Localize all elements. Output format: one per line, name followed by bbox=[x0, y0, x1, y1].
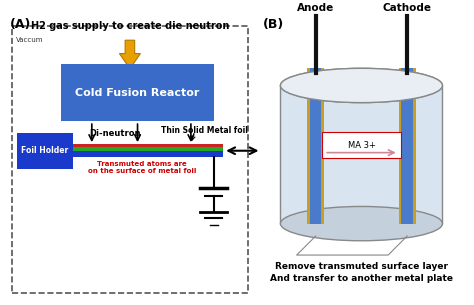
Bar bbox=[401, 68, 413, 224]
Text: Transmuted atoms are
on the surface of metal foil: Transmuted atoms are on the surface of m… bbox=[88, 161, 197, 174]
Bar bbox=[18, 133, 73, 169]
Bar bbox=[61, 146, 223, 151]
Bar bbox=[310, 68, 321, 224]
Text: And transfer to another metal plate: And transfer to another metal plate bbox=[270, 274, 453, 283]
Ellipse shape bbox=[281, 68, 442, 102]
Bar bbox=[61, 144, 223, 157]
Text: Cathode: Cathode bbox=[383, 3, 432, 13]
Bar bbox=[399, 68, 416, 224]
Bar bbox=[281, 85, 442, 224]
Text: Anode: Anode bbox=[297, 3, 334, 13]
Text: Thin Solid Metal foil: Thin Solid Metal foil bbox=[161, 126, 248, 135]
Text: (B): (B) bbox=[263, 18, 284, 31]
Text: MA 3+: MA 3+ bbox=[347, 141, 375, 149]
FancyBboxPatch shape bbox=[322, 132, 401, 158]
Text: Foil Holder: Foil Holder bbox=[21, 146, 69, 155]
Text: Di-neutron: Di-neutron bbox=[89, 129, 140, 138]
Text: Remove transmuted surface layer: Remove transmuted surface layer bbox=[275, 262, 448, 271]
Bar bbox=[12, 26, 248, 293]
Bar bbox=[61, 64, 214, 121]
Bar bbox=[61, 144, 223, 147]
Text: Vaccum: Vaccum bbox=[16, 37, 43, 43]
Text: H2 gas supply to create die neutron: H2 gas supply to create die neutron bbox=[31, 21, 229, 31]
Bar bbox=[307, 68, 324, 224]
FancyArrow shape bbox=[119, 40, 140, 69]
Text: (A): (A) bbox=[10, 18, 31, 31]
Ellipse shape bbox=[281, 68, 442, 102]
Ellipse shape bbox=[281, 206, 442, 241]
Text: Cold Fusion Reactor: Cold Fusion Reactor bbox=[75, 88, 200, 98]
